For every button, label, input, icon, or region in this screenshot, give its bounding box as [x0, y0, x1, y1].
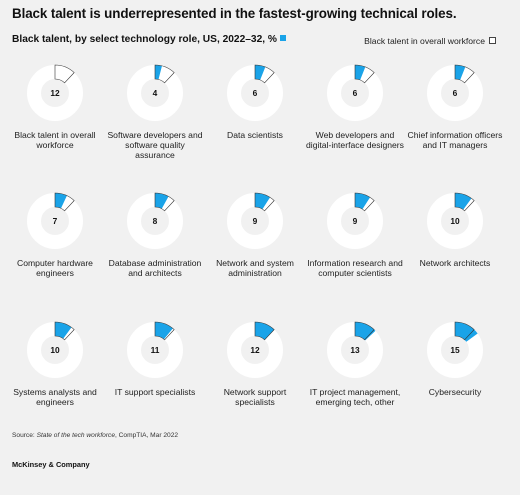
role-label: Systems analysts and engineers — [13, 387, 97, 407]
donut-database-administration-and-architects: 8 — [127, 192, 183, 249]
role-share-slice — [255, 322, 275, 340]
donut-it-project-management-emerging-tech-other: 13 — [327, 321, 383, 378]
donut-software-developers-and-software-quality-assurance: 4 — [127, 64, 183, 121]
brand-logo-text: McKinsey & Company — [12, 460, 90, 469]
role-label: Cybersecurity — [428, 387, 482, 397]
role-share-slice — [255, 193, 271, 210]
role-label: Network and system administration — [216, 258, 294, 278]
role-label: Software developers and software quality… — [107, 130, 203, 160]
role-share-slice — [455, 193, 472, 210]
role-label: Network architects — [419, 258, 491, 268]
legend: Black talent in overall workforce — [364, 36, 496, 46]
donut-black-talent-in-overall-workforce: 12 — [27, 64, 83, 121]
role-share-slice — [455, 322, 478, 342]
chart-subtitle: Black talent, by select technology role,… — [12, 34, 286, 45]
donut-data-scientists: 6 — [227, 64, 283, 121]
donut-network-and-system-administration: 9 — [227, 192, 283, 249]
donut-value-label: 4 — [153, 88, 158, 98]
role-share-slice — [255, 65, 266, 80]
donut-cybersecurity: 15 — [427, 321, 483, 378]
overall-reference-slice — [254, 321, 275, 341]
overall-reference-slice — [354, 192, 375, 212]
source-title: State of the tech workforce — [36, 432, 115, 439]
role-label: Black talent in overall workforce — [14, 130, 96, 150]
role-label: Web developers and digital-interface des… — [306, 130, 404, 150]
overall-reference-slice — [354, 321, 375, 341]
role-label: Network support specialists — [223, 387, 287, 407]
role-label: IT project management, emerging tech, ot… — [309, 387, 401, 407]
donut-value-label: 8 — [153, 216, 158, 226]
subtitle-text: Black talent, by select technology role,… — [12, 34, 277, 45]
legend-overall-square-icon — [489, 37, 496, 44]
donut-value-label: 10 — [50, 345, 60, 355]
overall-reference-slice — [54, 64, 75, 84]
donut-it-support-specialists: 11 — [127, 321, 183, 378]
donut-value-label: 15 — [450, 345, 460, 355]
donut-value-label: 9 — [353, 216, 358, 226]
role-label: Computer hardware engineers — [17, 258, 93, 278]
donut-information-research-and-computer-scientists: 9 — [327, 192, 383, 249]
role-share-slice — [355, 65, 366, 80]
role-share-slice — [455, 65, 466, 80]
role-share-slice — [155, 65, 162, 80]
donut-chief-information-officers-and-it-managers: 6 — [427, 64, 483, 121]
donut-value-label: 13 — [350, 345, 360, 355]
legend-overall-label: Black talent in overall workforce — [364, 36, 485, 46]
donut-value-label: 12 — [250, 345, 260, 355]
overall-reference-slice — [454, 64, 475, 84]
overall-reference-slice — [54, 192, 75, 212]
donut-systems-analysts-and-engineers: 10 — [27, 321, 83, 378]
source-suffix: , CompTIA, Mar 2022 — [115, 432, 179, 439]
donut-value-label: 9 — [253, 216, 258, 226]
donut-value-label: 7 — [53, 216, 58, 226]
donut-network-architects: 10 — [427, 192, 483, 249]
overall-reference-slice — [454, 321, 475, 341]
overall-reference-slice — [154, 64, 175, 84]
overall-reference-slice — [254, 192, 275, 212]
role-label: Database administration and architects — [108, 258, 202, 278]
overall-reference-slice — [454, 192, 475, 212]
donut-value-label: 6 — [253, 88, 258, 98]
donut-value-label: 6 — [453, 88, 458, 98]
source-prefix: Source: — [12, 432, 37, 439]
overall-reference-slice — [54, 321, 75, 341]
donut-value-label: 6 — [353, 88, 358, 98]
donut-value-label: 12 — [50, 88, 60, 98]
donut-web-developers-and-digital-interface-designers: 6 — [327, 64, 383, 121]
role-label: IT support specialists — [114, 387, 196, 397]
donut-value-label: 11 — [151, 345, 160, 355]
donut-network-support-specialists: 12 — [227, 321, 283, 378]
role-share-slice — [155, 322, 173, 340]
overall-reference-slice — [154, 192, 175, 212]
role-share-slice — [55, 322, 72, 339]
donut-computer-hardware-engineers: 7 — [27, 192, 83, 249]
role-color-square-icon — [280, 35, 286, 41]
overall-reference-slice — [154, 321, 175, 341]
donut-value-label: 10 — [450, 216, 460, 226]
role-share-slice — [155, 193, 169, 209]
overall-reference-slice — [254, 64, 275, 84]
role-label: Chief information officers and IT manage… — [407, 130, 503, 150]
role-label: Data scientists — [227, 130, 283, 140]
source-note: Source: State of the tech workforce, Com… — [12, 432, 178, 439]
overall-reference-slice — [354, 64, 375, 84]
role-share-slice — [55, 193, 67, 209]
role-label: Information research and computer scient… — [307, 258, 403, 278]
role-share-slice — [355, 193, 371, 210]
chart-title: Black talent is underrepresented in the … — [12, 6, 457, 21]
